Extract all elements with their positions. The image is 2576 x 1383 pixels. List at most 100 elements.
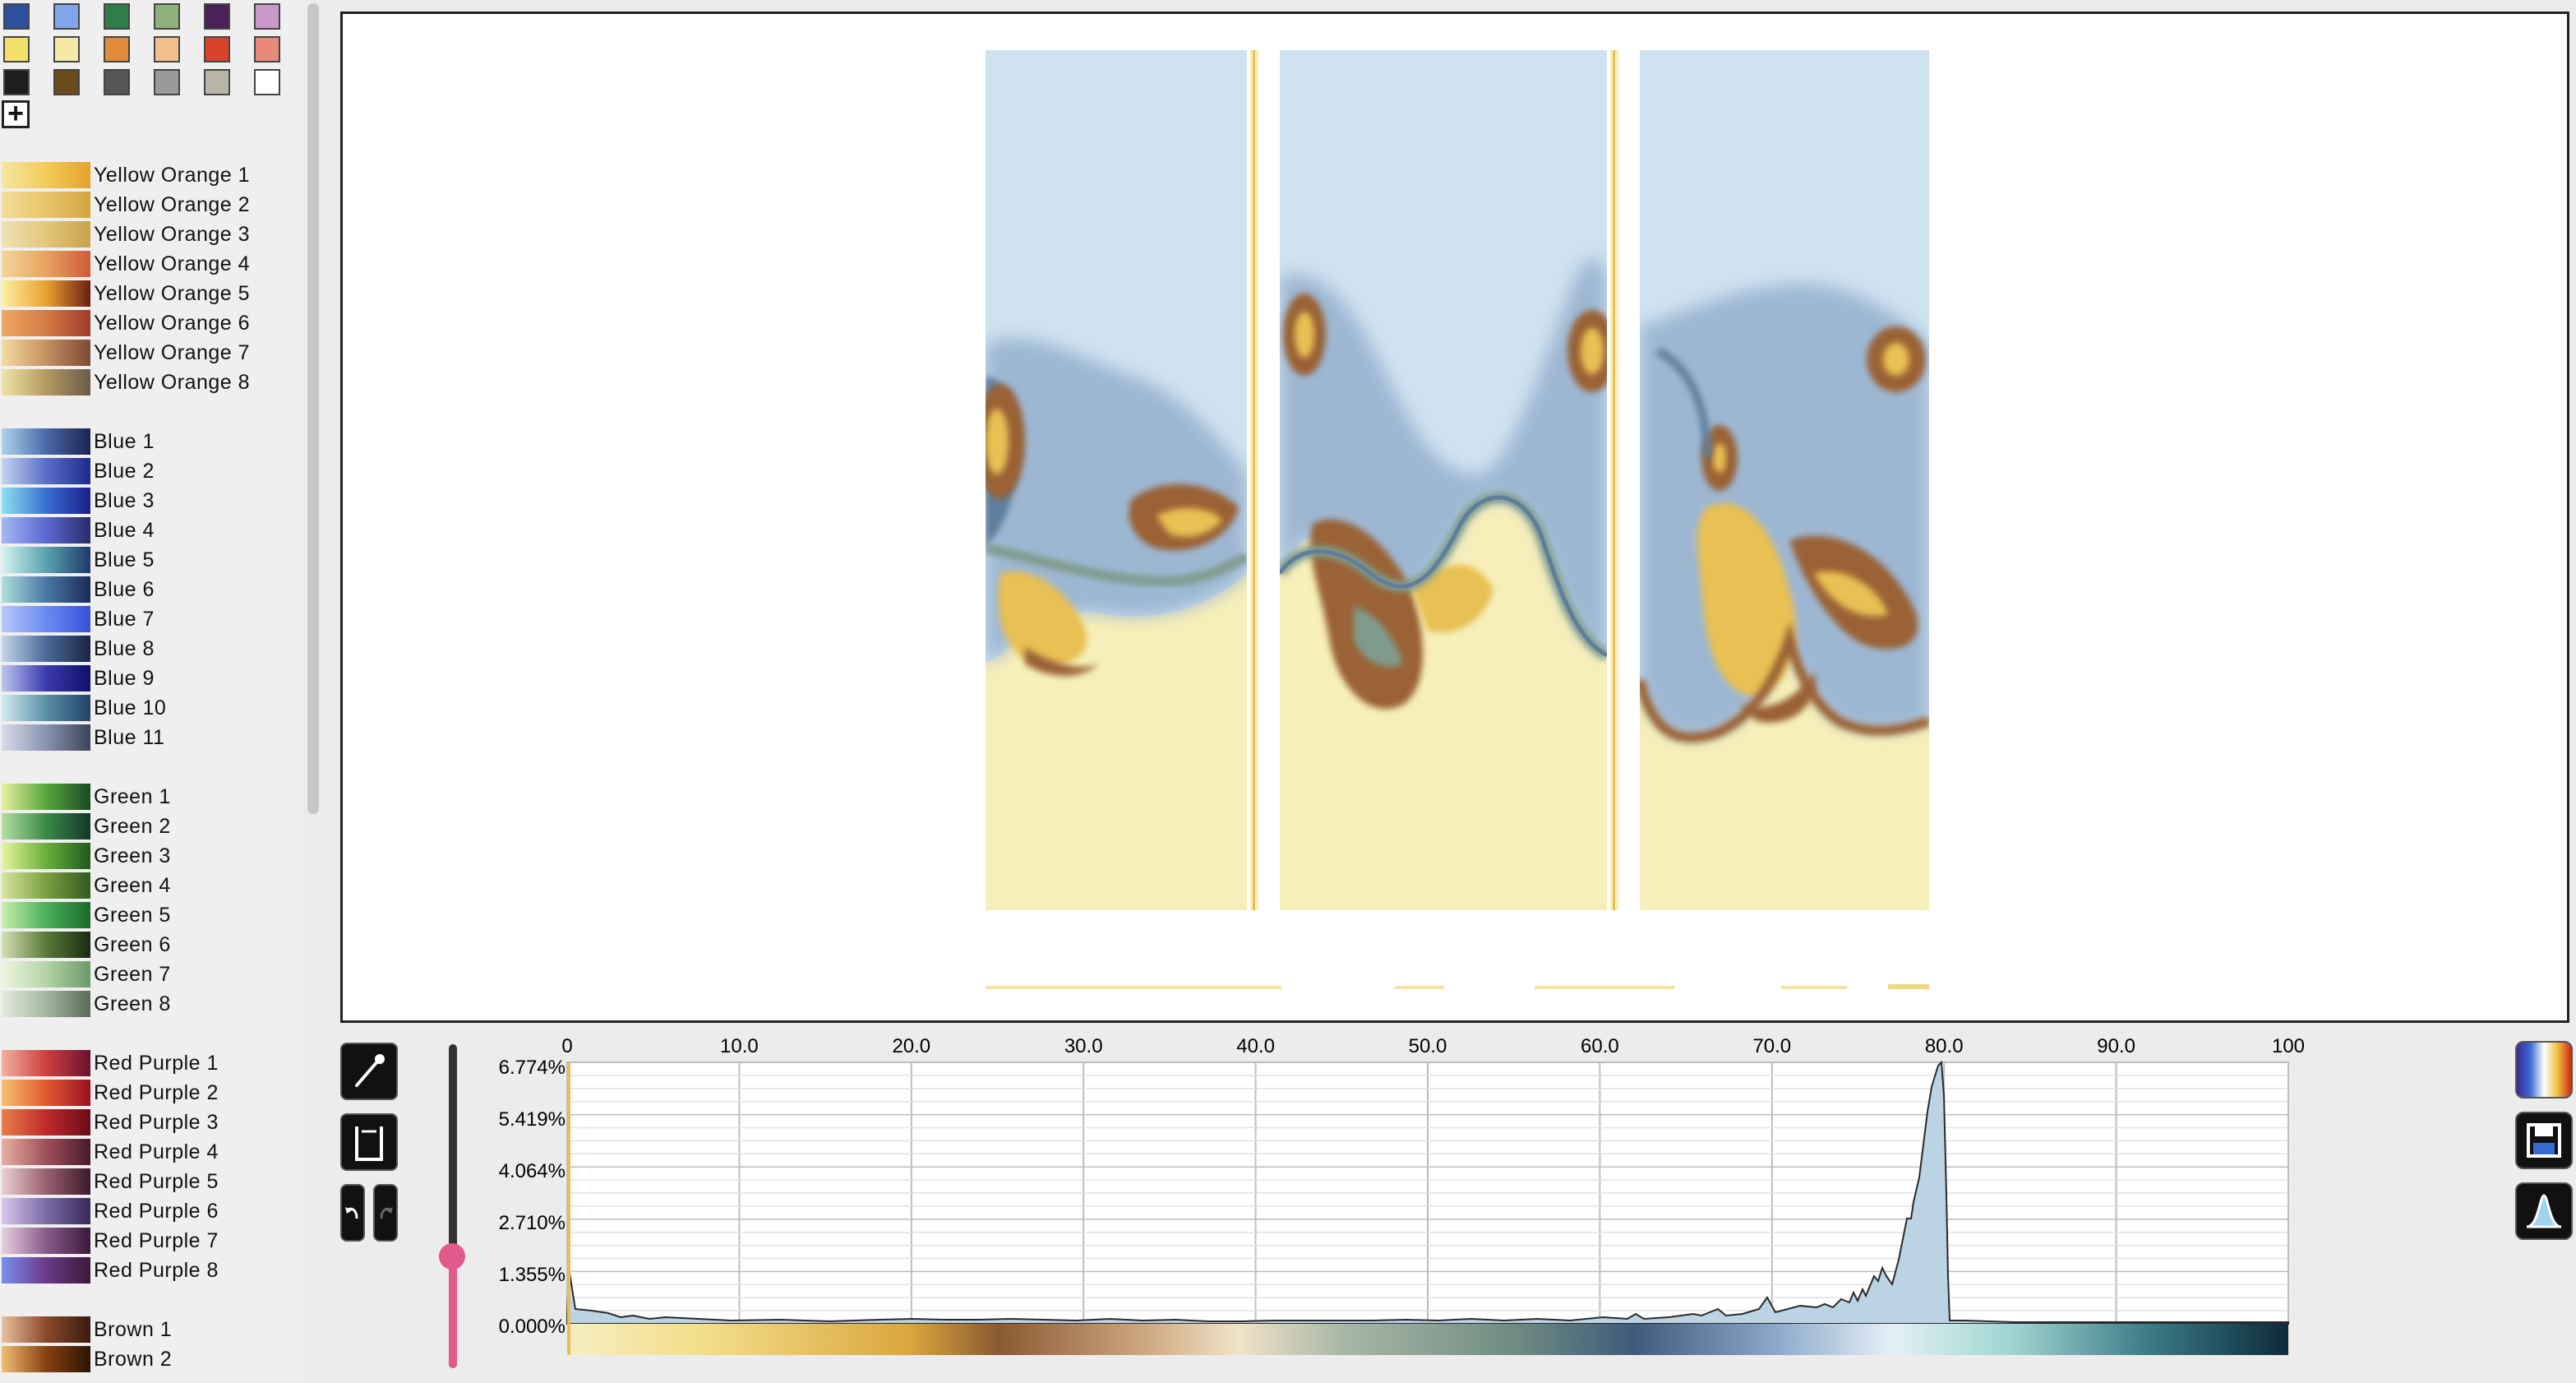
palette-gradient — [2, 192, 90, 218]
render-view[interactable] — [340, 12, 2569, 1023]
color-swatch[interactable] — [53, 36, 80, 62]
palette-label: Red Purple 7 — [94, 1229, 219, 1252]
palette-item[interactable]: Blue 3 — [0, 487, 296, 515]
palette-item[interactable]: Yellow Orange 1 — [0, 161, 296, 189]
palette-item[interactable]: Blue 9 — [0, 664, 296, 692]
palette-label: Blue 10 — [94, 696, 167, 719]
opacity-slider-track[interactable] — [449, 1044, 457, 1368]
color-swatch[interactable] — [254, 3, 280, 30]
palette-item[interactable]: Yellow Orange 7 — [0, 339, 296, 367]
palette-gradient — [2, 665, 90, 692]
color-swatch[interactable] — [204, 3, 230, 30]
color-swatch[interactable] — [154, 69, 180, 95]
palette-item[interactable]: Red Purple 2 — [0, 1079, 296, 1107]
color-swatch[interactable] — [104, 36, 130, 62]
y-tick-label: 1.355% — [499, 1264, 566, 1286]
palette-item[interactable]: Blue 6 — [0, 576, 296, 604]
palette-item[interactable]: Red Purple 4 — [0, 1138, 296, 1166]
palette-label: Brown 2 — [94, 1348, 173, 1371]
palette-item[interactable]: Red Purple 3 — [0, 1108, 296, 1136]
color-swatch[interactable] — [3, 3, 30, 30]
palette-scrollbar[interactable] — [307, 3, 319, 814]
histogram-y-ticks: 6.774% 5.419% 4.064% 2.710% 1.355% 0.000% — [499, 1057, 566, 1338]
save-button[interactable] — [2515, 1112, 2573, 1169]
palette-label: Blue 3 — [94, 489, 155, 512]
histogram-chart[interactable]: 0 10.0 20.0 30.0 40.0 50.0 60.0 70.0 80.0 90.0 100… — [485, 1029, 2334, 1358]
palette-item[interactable]: Blue 11 — [0, 724, 296, 752]
palette-item[interactable]: Blue 7 — [0, 605, 296, 633]
palette-gradient — [2, 1346, 90, 1372]
color-swatch[interactable] — [204, 36, 230, 62]
palette-gradient — [2, 902, 90, 928]
color-swatch[interactable] — [104, 69, 130, 95]
palette-item[interactable]: Green 8 — [0, 990, 296, 1018]
palette-item[interactable]: Blue 10 — [0, 694, 296, 722]
palette-gradient — [2, 1228, 90, 1254]
redo-button[interactable] — [373, 1184, 398, 1242]
add-swatch-button[interactable]: + — [2, 99, 30, 128]
palette-item[interactable]: Brown 2 — [0, 1345, 296, 1373]
palette-label: Green 8 — [94, 992, 171, 1015]
colormap-start-marker[interactable] — [567, 1062, 570, 1355]
color-swatch[interactable] — [154, 36, 180, 62]
palette-item[interactable]: Green 4 — [0, 872, 296, 900]
opacity-slider-thumb[interactable] — [439, 1243, 465, 1270]
palette-item[interactable]: Red Purple 6 — [0, 1197, 296, 1225]
histogram-toggle-button[interactable] — [2515, 1182, 2573, 1240]
palette-label: Red Purple 8 — [94, 1259, 219, 1282]
palette-gradient — [2, 1139, 90, 1165]
palette-item[interactable]: Blue 4 — [0, 516, 296, 544]
color-swatch[interactable] — [104, 3, 130, 30]
palette-item[interactable]: Green 2 — [0, 812, 296, 840]
palette-item[interactable]: Green 1 — [0, 783, 296, 811]
palette-label: Yellow Orange 5 — [94, 282, 251, 305]
palette-item[interactable]: Blue 5 — [0, 546, 296, 574]
eyedropper-icon — [355, 1054, 385, 1087]
palette-item[interactable]: Yellow Orange 6 — [0, 309, 296, 337]
palette-item[interactable]: Red Purple 5 — [0, 1168, 296, 1196]
undo-button[interactable] — [340, 1184, 365, 1242]
colormap-button[interactable] — [2515, 1041, 2573, 1099]
palette-item[interactable]: Green 7 — [0, 960, 296, 988]
color-swatch[interactable] — [204, 69, 230, 95]
color-swatch[interactable] — [53, 3, 80, 30]
palette-item[interactable]: Green 5 — [0, 901, 296, 929]
bucket-button[interactable] — [340, 1113, 398, 1171]
x-tick-label: 0 — [561, 1035, 572, 1057]
palette-gradient — [2, 813, 90, 840]
color-swatch[interactable] — [154, 3, 180, 30]
y-tick-label: 0.000% — [499, 1316, 566, 1338]
palette-gradient — [2, 1109, 90, 1136]
palette-gradient — [2, 576, 90, 603]
palette-item[interactable]: Brown 1 — [0, 1316, 296, 1344]
color-swatch[interactable] — [254, 36, 280, 62]
palette-item[interactable]: Yellow Orange 4 — [0, 250, 296, 278]
field-panel-a — [986, 50, 1247, 910]
color-swatch[interactable] — [3, 69, 30, 95]
palette-item[interactable]: Red Purple 7 — [0, 1227, 296, 1255]
eyedropper-button[interactable] — [340, 1043, 398, 1100]
color-swatch[interactable] — [254, 69, 280, 95]
palette-label: Red Purple 5 — [94, 1170, 219, 1193]
x-tick-label: 70.0 — [1752, 1035, 1791, 1057]
palette-item[interactable]: Red Purple 8 — [0, 1256, 296, 1284]
color-swatch[interactable] — [53, 69, 80, 95]
palette-item[interactable]: Green 6 — [0, 931, 296, 959]
x-tick-label: 40.0 — [1236, 1035, 1275, 1057]
palette-item[interactable]: Green 3 — [0, 842, 296, 870]
histogram-icon — [2526, 1194, 2562, 1228]
palette-item[interactable]: Yellow Orange 3 — [0, 220, 296, 248]
colormap-bar[interactable] — [567, 1324, 2288, 1355]
palette-item[interactable]: Blue 2 — [0, 457, 296, 485]
palette-item[interactable]: Red Purple 1 — [0, 1049, 296, 1077]
palette-item[interactable]: Blue 1 — [0, 428, 296, 456]
palette-item[interactable]: Yellow Orange 2 — [0, 191, 296, 219]
palette-item[interactable]: Yellow Orange 5 — [0, 280, 296, 308]
palette-label: Yellow Orange 8 — [94, 371, 251, 394]
palette-label: Red Purple 2 — [94, 1081, 219, 1104]
palette-item[interactable]: Yellow Orange 8 — [0, 368, 296, 396]
color-swatch[interactable] — [3, 36, 30, 62]
palette-gradient — [2, 369, 90, 395]
palette-item[interactable]: Blue 8 — [0, 635, 296, 663]
palette-gradient — [2, 784, 90, 810]
